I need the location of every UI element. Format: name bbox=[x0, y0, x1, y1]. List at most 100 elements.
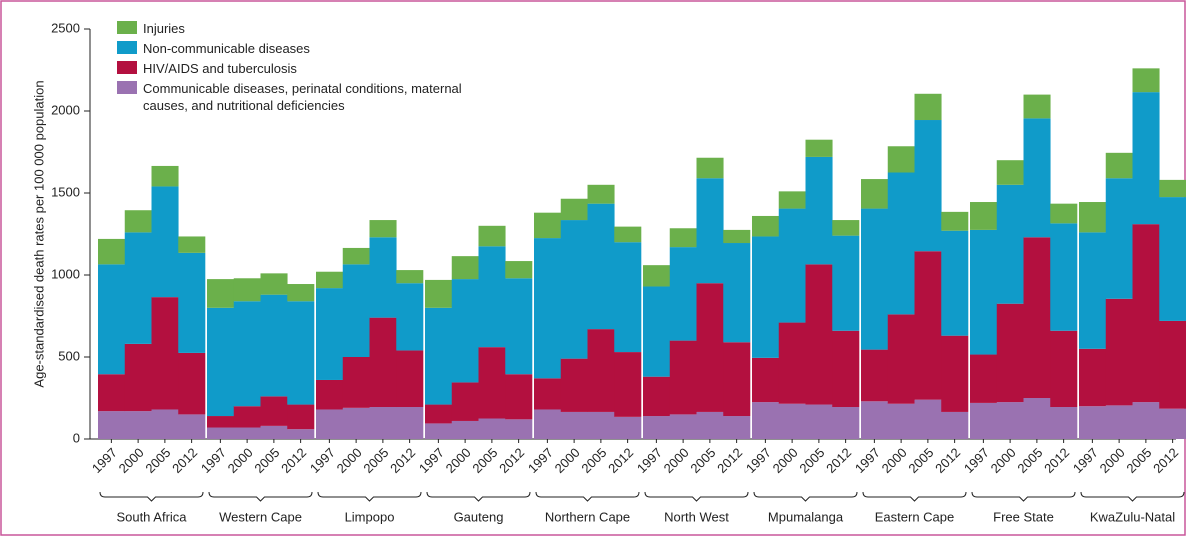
group-bracket bbox=[1080, 491, 1185, 502]
bar-segment bbox=[451, 256, 479, 280]
bar-segment bbox=[560, 411, 588, 439]
bar-segment bbox=[723, 243, 751, 343]
bar-segment bbox=[124, 210, 152, 233]
bar-segment bbox=[669, 340, 697, 415]
bar-segment bbox=[1079, 232, 1107, 349]
legend-label: HIV/AIDS and tuberculosis bbox=[143, 61, 297, 76]
bar-segment bbox=[914, 120, 942, 252]
x-tick-label: 2000 bbox=[661, 445, 692, 476]
bar-segment bbox=[1023, 398, 1051, 439]
bar-segment bbox=[1132, 92, 1160, 225]
bar-segment bbox=[587, 329, 615, 412]
x-tick-label: 2005 bbox=[687, 445, 718, 476]
group-bracket bbox=[317, 491, 422, 502]
bar-segment bbox=[98, 374, 126, 412]
y-tick-label: 1000 bbox=[51, 266, 80, 281]
group-bracket bbox=[753, 491, 858, 502]
bar-segment bbox=[396, 350, 424, 408]
group-label: KwaZulu-Natal bbox=[1090, 509, 1175, 524]
bar-segment bbox=[614, 352, 642, 417]
bar-segment bbox=[151, 186, 179, 298]
bar-segment bbox=[696, 157, 724, 179]
x-tick-label: 1997 bbox=[961, 445, 992, 476]
group-label: Free State bbox=[993, 509, 1054, 524]
bar-segment bbox=[478, 347, 506, 419]
bar-segment bbox=[1105, 152, 1133, 179]
x-tick-label: 2012 bbox=[605, 445, 636, 476]
bar-segment bbox=[124, 343, 152, 412]
bar-segment bbox=[1159, 408, 1186, 439]
x-tick-label: 2005 bbox=[469, 445, 500, 476]
bar-segment bbox=[696, 283, 724, 412]
legend-swatch bbox=[117, 61, 137, 74]
x-tick-label: 1997 bbox=[198, 445, 229, 476]
bar-segment bbox=[1050, 407, 1078, 439]
bar-segment bbox=[560, 220, 588, 359]
bar-segment bbox=[614, 226, 642, 243]
bar-segment bbox=[914, 399, 942, 439]
bar-segment bbox=[260, 396, 288, 426]
bar-segment bbox=[316, 409, 344, 439]
group-label: Mpumalanga bbox=[768, 509, 844, 524]
bar-segment bbox=[970, 354, 998, 403]
bar-segment bbox=[287, 429, 315, 439]
bar-segment bbox=[1132, 68, 1160, 93]
bar-segment bbox=[805, 264, 833, 405]
bar-segment bbox=[287, 301, 315, 405]
bar-segment bbox=[287, 284, 315, 302]
bar-segment bbox=[260, 273, 288, 295]
bar-segment bbox=[1079, 202, 1107, 233]
bar-segment bbox=[778, 191, 806, 209]
legend-swatch bbox=[117, 81, 137, 94]
bar-segment bbox=[941, 211, 969, 231]
bar-segment bbox=[996, 402, 1024, 439]
bar-segment bbox=[178, 236, 206, 253]
bar-segment bbox=[534, 378, 562, 410]
bar-segment bbox=[369, 237, 397, 318]
bar-segment bbox=[451, 279, 479, 383]
x-tick-label: 2012 bbox=[714, 445, 745, 476]
bar-segment bbox=[233, 427, 261, 439]
bar-segment bbox=[178, 252, 206, 353]
bar-segment bbox=[369, 317, 397, 408]
bar-segment bbox=[260, 294, 288, 397]
bar-segment bbox=[778, 403, 806, 439]
bar-segment bbox=[534, 238, 562, 379]
bar-segment bbox=[643, 265, 671, 287]
bar-segment bbox=[643, 416, 671, 439]
bar-segment bbox=[1159, 197, 1186, 321]
bar-segment bbox=[98, 411, 126, 439]
bar-segment bbox=[1132, 224, 1160, 403]
bar-segment bbox=[425, 307, 453, 405]
bar-segment bbox=[478, 246, 506, 348]
bar-segment bbox=[151, 409, 179, 439]
y-axis-label: Age-standardised death rates per 100 000… bbox=[31, 80, 46, 387]
bar-segment bbox=[560, 358, 588, 412]
bar-segment bbox=[178, 414, 206, 439]
bar-segment bbox=[723, 416, 751, 439]
x-tick-label: 1997 bbox=[1070, 445, 1101, 476]
bar-segment bbox=[233, 278, 261, 302]
bar-segment bbox=[316, 288, 344, 380]
bar-segment bbox=[425, 423, 453, 439]
bar-segment bbox=[534, 212, 562, 239]
bar-segment bbox=[1079, 406, 1107, 439]
bar-segment bbox=[887, 314, 915, 404]
bar-segment bbox=[1050, 223, 1078, 331]
bar-segment bbox=[1159, 179, 1186, 198]
x-tick-label: 2012 bbox=[496, 445, 527, 476]
bar-segment bbox=[941, 411, 969, 439]
bar-segment bbox=[914, 93, 942, 121]
bar-segment bbox=[1023, 237, 1051, 398]
bar-segment bbox=[505, 278, 533, 375]
bar-segment bbox=[832, 330, 860, 408]
bar-segment bbox=[941, 335, 969, 412]
x-tick-label: 2005 bbox=[142, 445, 173, 476]
bar-segment bbox=[669, 414, 697, 439]
legend-label: Injuries bbox=[143, 21, 185, 36]
group-bracket bbox=[208, 491, 313, 502]
bar-segment bbox=[832, 235, 860, 331]
bar-segment bbox=[669, 247, 697, 341]
bar-segment bbox=[1079, 348, 1107, 407]
